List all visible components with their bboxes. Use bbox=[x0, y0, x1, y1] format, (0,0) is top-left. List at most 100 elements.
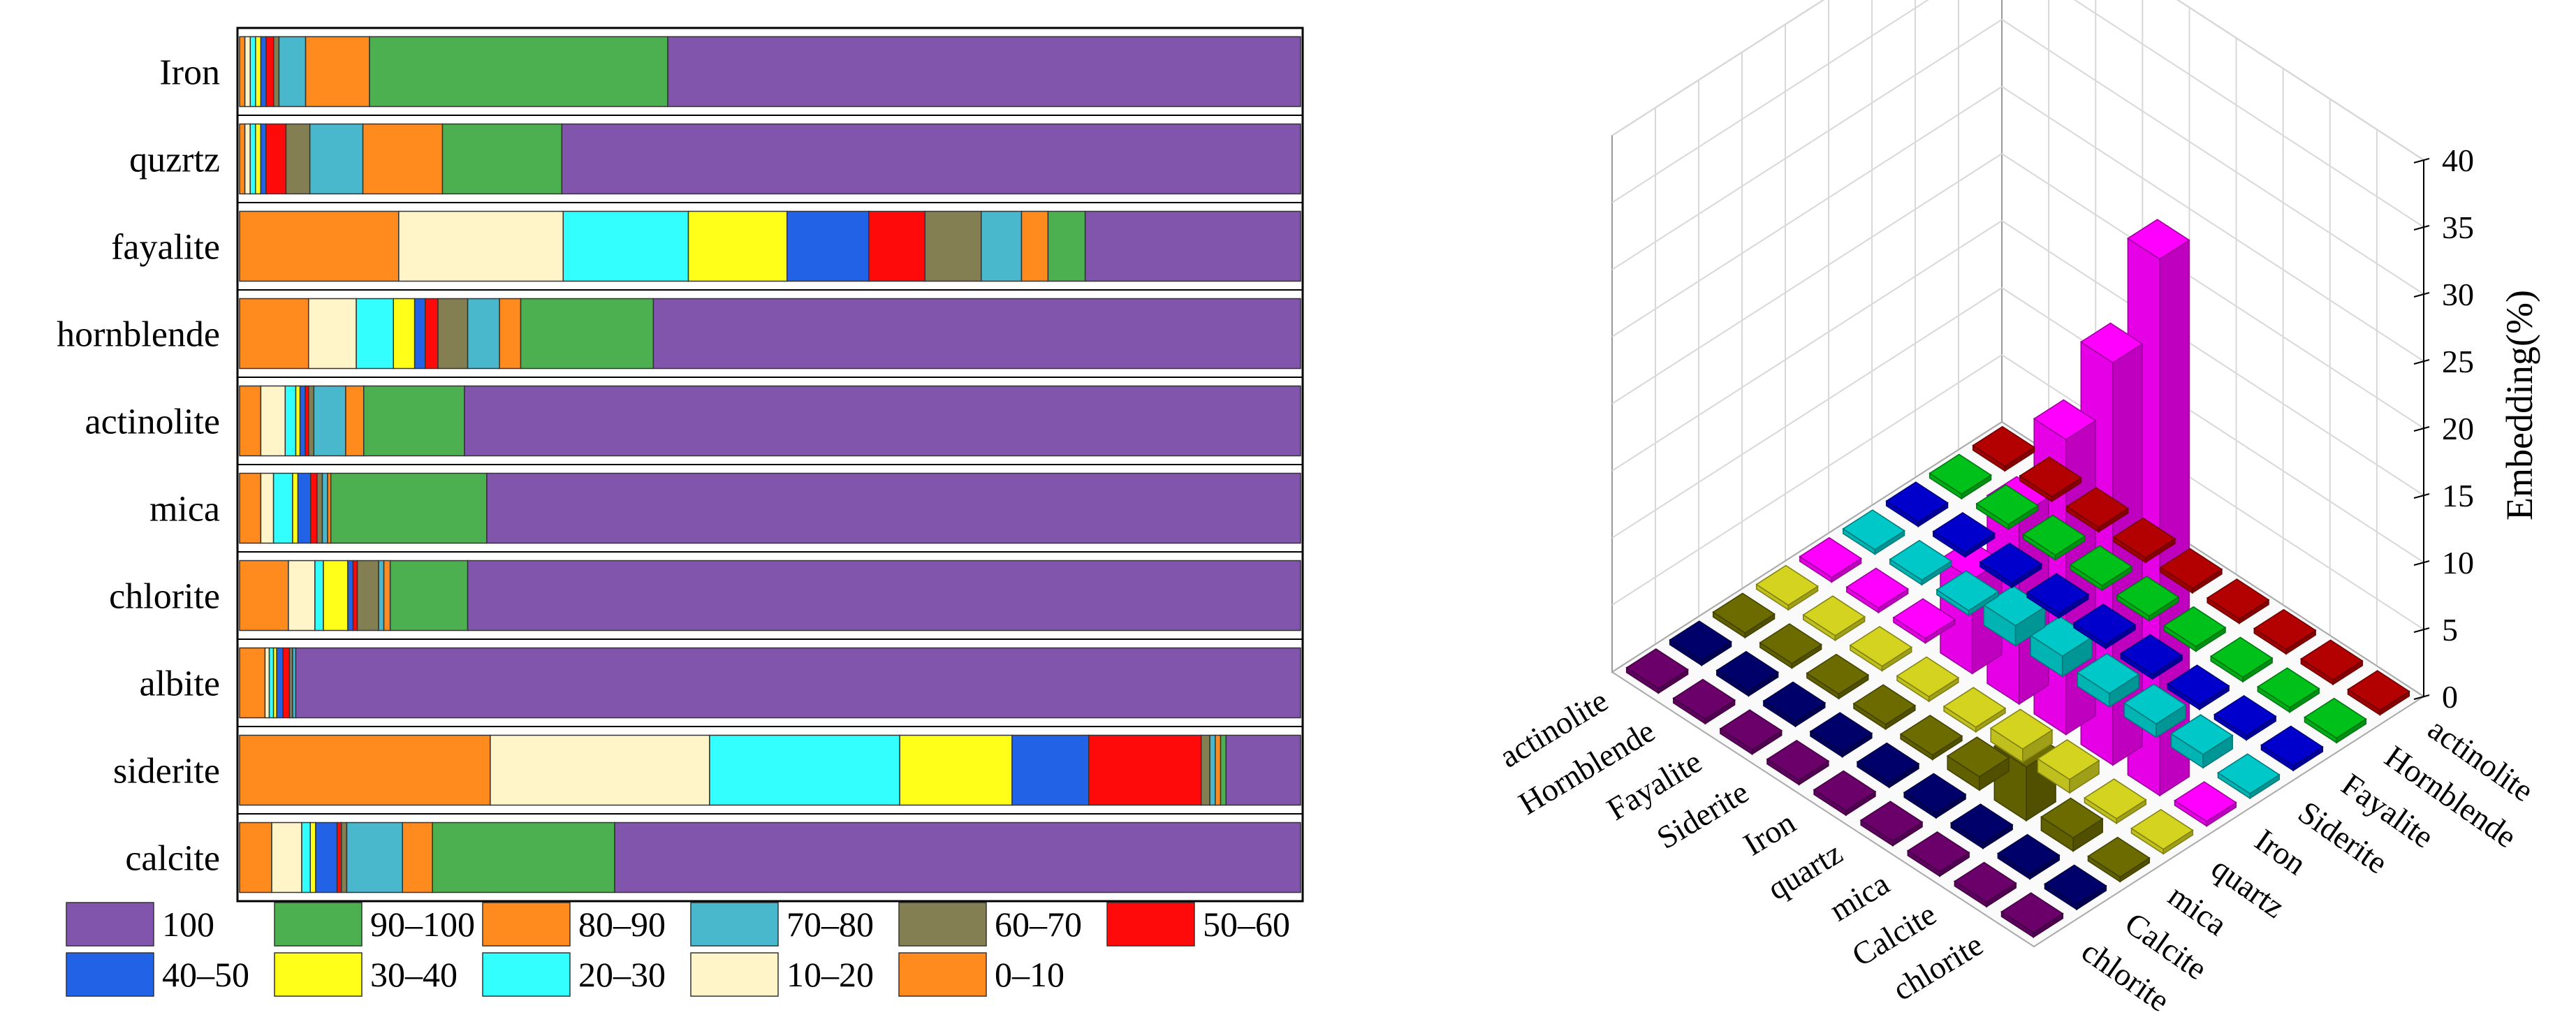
z-tick-label: 25 bbox=[2442, 344, 2474, 379]
bar-segment bbox=[315, 822, 338, 893]
bar3d-top bbox=[2087, 836, 2151, 878]
bar-segment bbox=[389, 560, 469, 632]
bar3d-top bbox=[1859, 801, 1924, 842]
z-axis: 0 5 10 15 20 25 30 35 40 bbox=[2413, 143, 2474, 715]
bar-segment bbox=[272, 472, 293, 544]
legend-label: 30–40 bbox=[370, 955, 458, 994]
bar-segment bbox=[441, 123, 563, 195]
bar3d-top bbox=[1625, 648, 1689, 689]
bar3d-top bbox=[1935, 570, 2000, 611]
wall-gridline bbox=[1611, 19, 2003, 270]
bar-segment bbox=[255, 36, 262, 108]
bar-segment bbox=[295, 385, 301, 457]
z-tick bbox=[2413, 158, 2430, 163]
bar-segment bbox=[490, 734, 710, 806]
bar3d-top bbox=[2209, 636, 2274, 678]
bar3d-top bbox=[1929, 453, 1992, 495]
wall-gridline bbox=[1611, 287, 2003, 539]
bar-segment bbox=[244, 36, 251, 108]
bar3d-top bbox=[1856, 742, 1920, 784]
bar-segment bbox=[260, 385, 286, 457]
z-tick bbox=[2413, 426, 2430, 432]
bar-segment bbox=[425, 298, 439, 370]
bar-segment bbox=[307, 385, 315, 457]
bar-segment bbox=[709, 734, 900, 806]
bar3d-top bbox=[2162, 606, 2227, 648]
bar-segment bbox=[265, 123, 287, 195]
z-tick bbox=[2413, 627, 2430, 633]
bar-segment bbox=[378, 560, 385, 632]
bar-segment bbox=[310, 472, 318, 544]
wall-gridline bbox=[2001, 287, 2424, 563]
legend-label: 100 bbox=[162, 905, 214, 944]
bar-segment bbox=[255, 123, 262, 195]
z-tick bbox=[2413, 292, 2430, 298]
z-tick-label: 0 bbox=[2442, 679, 2458, 715]
bar3d-top bbox=[1949, 803, 2014, 845]
bar-segment bbox=[347, 560, 354, 632]
bar3d-top bbox=[1892, 598, 1956, 639]
bar-segment bbox=[345, 385, 365, 457]
bar-segment bbox=[239, 385, 262, 457]
bar3d-top bbox=[2084, 778, 2147, 819]
bar3d-top bbox=[1759, 623, 1822, 664]
bar-segment bbox=[265, 36, 275, 108]
legend-label: 60–70 bbox=[995, 905, 1082, 944]
bar-segment bbox=[652, 298, 1301, 370]
category-label: quzrtz bbox=[129, 140, 220, 180]
wall-gridline bbox=[1611, 153, 2003, 404]
bar-segment bbox=[561, 123, 1301, 195]
left-axis-label: mica bbox=[1823, 866, 1895, 928]
bar-segment bbox=[614, 822, 1301, 893]
bar3d-top bbox=[2253, 608, 2317, 650]
bar3d-top bbox=[1885, 481, 1949, 523]
bar-segment bbox=[499, 298, 522, 370]
legend-label: 70–80 bbox=[786, 905, 874, 944]
bar3d-top bbox=[2036, 739, 2100, 780]
bar-segment bbox=[239, 123, 246, 195]
bar-segment bbox=[301, 822, 312, 893]
bar-segment bbox=[352, 560, 358, 632]
category-label: actinolite bbox=[85, 402, 220, 442]
wall-gridline bbox=[2073, 0, 2424, 228]
bar3d-top bbox=[2174, 781, 2237, 822]
bar3d-top bbox=[2206, 578, 2270, 620]
bar-segment bbox=[486, 472, 1301, 544]
bar3d-top bbox=[2217, 753, 2281, 794]
bar3d-top bbox=[1903, 773, 1967, 815]
z-tick-label: 20 bbox=[2442, 411, 2474, 446]
bar-segment bbox=[356, 560, 379, 632]
bar3d-top bbox=[2116, 576, 2180, 617]
bar-segment bbox=[244, 123, 251, 195]
bar-segment bbox=[899, 734, 1013, 806]
bar-segment bbox=[309, 123, 364, 195]
bar-segment bbox=[687, 210, 788, 282]
bar3d-top bbox=[2260, 725, 2324, 767]
bar-segment bbox=[467, 298, 500, 370]
legend-label: 90–100 bbox=[370, 905, 475, 944]
legend-swatch bbox=[66, 952, 154, 997]
bar3d-top bbox=[2044, 864, 2107, 906]
wall-gridline bbox=[2001, 220, 2424, 496]
bar3d-top bbox=[2170, 714, 2234, 755]
bar-segment bbox=[314, 560, 324, 632]
legend-swatch bbox=[482, 902, 571, 947]
bar-segment bbox=[1088, 734, 1202, 806]
bar3d-top bbox=[2026, 573, 2090, 614]
bar-segment bbox=[239, 36, 246, 108]
bar-segment bbox=[249, 36, 256, 108]
bar-segment bbox=[288, 560, 316, 632]
category-label: albite bbox=[139, 664, 220, 704]
bar3d-top bbox=[1845, 567, 1909, 609]
category-label: Iron bbox=[159, 53, 220, 93]
bar3d-top bbox=[1762, 681, 1827, 723]
bar-segment bbox=[437, 298, 469, 370]
bar-segment bbox=[341, 822, 348, 893]
wall-gridline bbox=[1611, 0, 1825, 136]
bar3d-top bbox=[2300, 639, 2364, 680]
bar3d-top bbox=[2065, 487, 2130, 528]
bar3d-top bbox=[1755, 564, 1819, 606]
bar-segment bbox=[316, 472, 323, 544]
bar-segment bbox=[1215, 734, 1222, 806]
